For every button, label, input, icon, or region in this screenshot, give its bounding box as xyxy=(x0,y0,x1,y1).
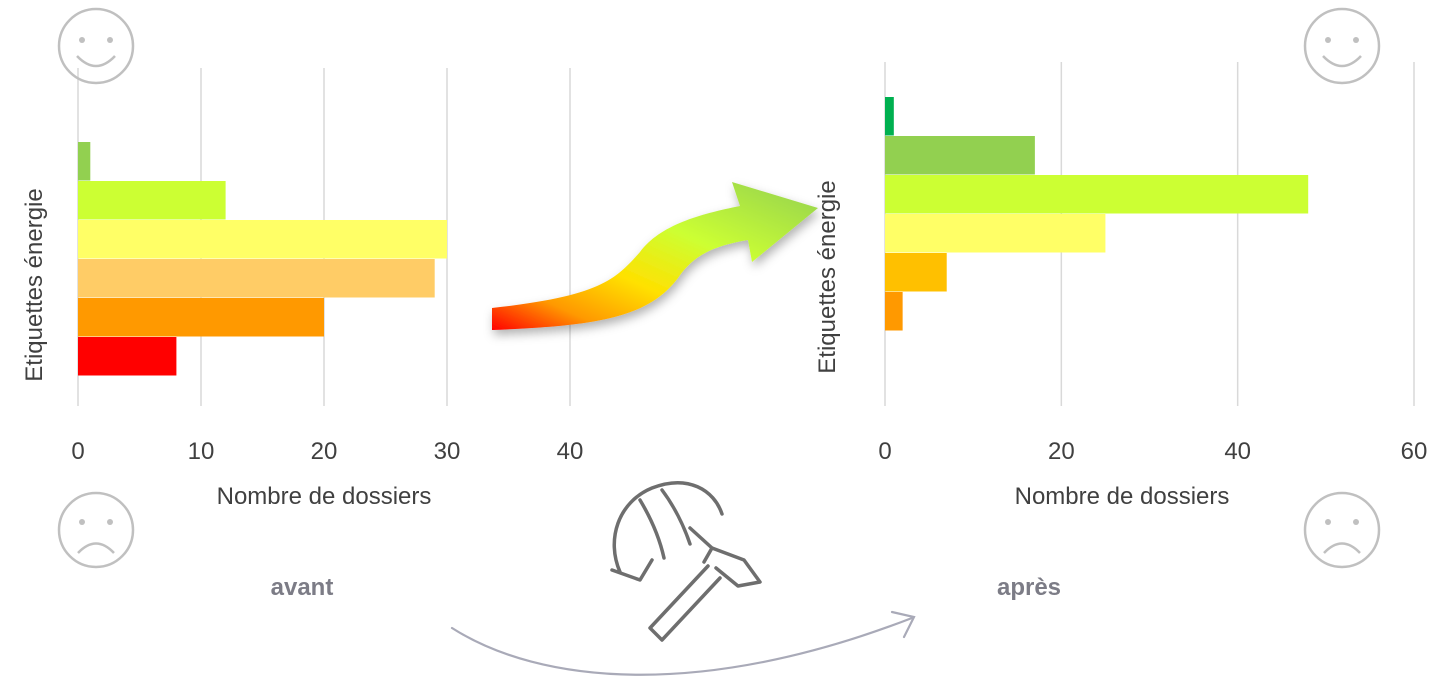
before-label: avant xyxy=(271,574,334,601)
chart-before-bar xyxy=(78,259,435,298)
chart-before-tick-label: 20 xyxy=(311,438,338,465)
chart-after-bar xyxy=(885,253,947,292)
chart-before-bar xyxy=(78,298,324,337)
chart-after-bar xyxy=(885,175,1309,214)
chart-before-tick-label: 10 xyxy=(188,438,215,465)
chart-after-ylabel: Etiquettes énergie xyxy=(814,180,841,373)
chart-before-bar xyxy=(78,142,91,181)
chart-before-bar xyxy=(78,220,447,259)
chart-after-bar xyxy=(885,136,1035,175)
helmet-hammer-icon xyxy=(610,481,762,642)
chart-after-tick-label: 60 xyxy=(1401,438,1428,465)
chart-before-bar xyxy=(78,337,177,376)
happy-face-icon xyxy=(1303,7,1381,85)
sad-face-icon xyxy=(1303,491,1381,569)
chart-before-tick-label: 30 xyxy=(434,438,461,465)
chart-after-tick-label: 20 xyxy=(1048,438,1075,465)
sad-face-icon xyxy=(57,491,135,569)
chart-before: 0 10 20 30 40 xyxy=(71,68,583,465)
chart-after-tick-label: 0 xyxy=(878,438,891,465)
chart-before-bar xyxy=(78,181,226,220)
chart-after-bar xyxy=(885,292,903,331)
chart-after-xlabel: Nombre de dossiers xyxy=(1015,483,1230,510)
curved-arrow-icon xyxy=(450,610,916,676)
chart-before-xlabel: Nombre de dossiers xyxy=(217,483,432,510)
chart-before-tick-label: 0 xyxy=(71,438,84,465)
progress-arrow-icon xyxy=(492,182,818,330)
chart-after-tick-label: 40 xyxy=(1224,438,1251,465)
chart-before-ylabel: Etiquettes énergie xyxy=(21,188,48,381)
happy-face-icon xyxy=(57,7,135,85)
chart-after-bar xyxy=(885,214,1106,253)
chart-after-bar xyxy=(885,97,894,136)
after-label: après xyxy=(997,574,1061,601)
chart-before-tick-label: 40 xyxy=(557,438,584,465)
chart-after: 0 20 40 60 xyxy=(878,62,1427,465)
